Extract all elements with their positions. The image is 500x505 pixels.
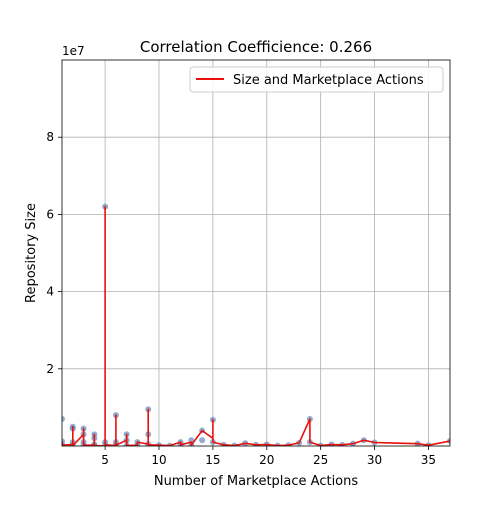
grid-layer xyxy=(62,60,450,446)
scatter-point xyxy=(199,437,206,444)
x-tick-label: 35 xyxy=(421,453,436,467)
plot-frame xyxy=(61,59,451,447)
x-axis-label: Number of Marketplace Actions xyxy=(154,474,359,489)
y-axis-label: Repository Size xyxy=(24,203,39,303)
size-actions-line xyxy=(62,205,450,446)
chart-title: Correlation Coefficience: 0.266 xyxy=(140,38,372,56)
x-tick-label: 25 xyxy=(313,453,328,467)
y-tick-label: 2 xyxy=(46,362,54,376)
plot-layer xyxy=(62,203,450,446)
legend: Size and Marketplace Actions xyxy=(189,66,444,93)
axis-layer: 5 10 15 20 25 30 35 2 4 6 8 xyxy=(46,130,436,467)
legend-label: Size and Marketplace Actions xyxy=(233,73,424,88)
x-tick-label: 15 xyxy=(205,453,220,467)
x-tick-label: 30 xyxy=(367,453,382,467)
y-tick-label: 8 xyxy=(46,130,54,144)
scatter-point xyxy=(62,415,65,422)
x-tick-label: 10 xyxy=(151,453,166,467)
y-tick-label: 4 xyxy=(46,285,54,299)
x-tick-label: 20 xyxy=(259,453,274,467)
y-tick-label: 6 xyxy=(46,207,54,221)
x-tick-label: 5 xyxy=(101,453,109,467)
legend-box xyxy=(189,66,444,93)
y-offset-label: 1e7 xyxy=(62,44,85,58)
